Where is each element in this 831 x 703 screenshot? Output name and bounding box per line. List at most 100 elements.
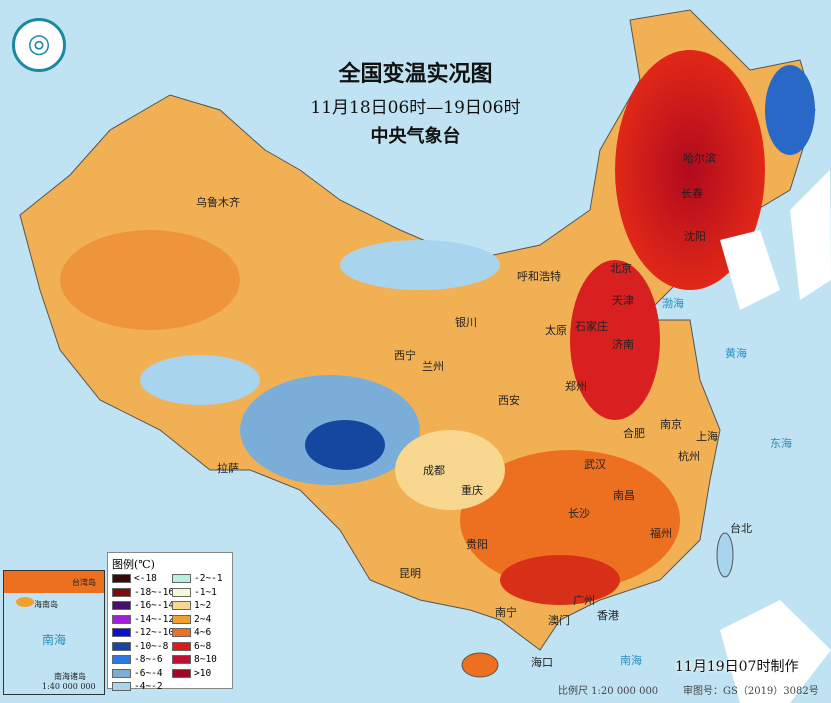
inset-hainan-label: 海南岛 xyxy=(34,600,58,609)
legend-label: -6~-4 xyxy=(134,667,163,679)
inset-title: 南海诸岛 xyxy=(54,672,86,681)
legend-label: 6~8 xyxy=(194,640,212,652)
city-label: 成都 xyxy=(423,464,445,477)
legend-item: -12~-10 xyxy=(112,627,174,638)
sea-label: 东海 xyxy=(770,437,792,450)
city-label: 长春 xyxy=(681,187,703,200)
legend-item: 1~2 xyxy=(172,600,211,611)
legend-item: <-18 xyxy=(112,573,157,584)
south-warm-region xyxy=(460,450,680,590)
legend-label: -18~-16 xyxy=(134,586,175,598)
legend-item: -18~-16 xyxy=(112,587,174,598)
legend-label: -14~-12 xyxy=(134,613,175,625)
legend-swatch xyxy=(112,682,131,691)
legend-label: -12~-10 xyxy=(134,627,175,638)
legend-swatch xyxy=(112,574,131,583)
city-label: 香港 xyxy=(597,609,619,622)
city-label: 杭州 xyxy=(678,450,700,463)
japan-landmass xyxy=(790,170,831,300)
xinjiang-warm-region xyxy=(60,230,240,330)
legend-label: <-18 xyxy=(134,573,157,584)
legend-swatch xyxy=(112,641,131,651)
legend-item: 6~8 xyxy=(172,641,211,652)
city-label: 北京 xyxy=(610,262,632,275)
korea-landmass xyxy=(720,230,780,310)
legend-swatch xyxy=(172,641,191,651)
northeast-warm-region xyxy=(615,50,765,290)
city-label: 石家庄 xyxy=(575,320,608,333)
legend-swatch xyxy=(112,614,131,624)
legend-swatch xyxy=(172,614,191,624)
city-label: 沈阳 xyxy=(684,230,706,243)
city-label: 兰州 xyxy=(422,360,444,373)
legend-swatch xyxy=(172,587,191,597)
sichuan-mild-region xyxy=(395,430,505,510)
city-label: 长沙 xyxy=(568,507,590,520)
hainan xyxy=(461,652,499,678)
city-label: 武汉 xyxy=(584,458,606,471)
legend-swatch xyxy=(112,601,131,610)
city-label: 福州 xyxy=(650,527,672,540)
city-label: 广州 xyxy=(573,594,595,607)
legend-item: -10~-8 xyxy=(112,641,168,652)
city-label: 合肥 xyxy=(623,427,645,440)
tibet-cold-core xyxy=(305,420,385,470)
legend-swatch xyxy=(172,601,191,610)
city-label: 郑州 xyxy=(565,380,587,393)
made-time: 11月19日07时制作 xyxy=(675,659,799,675)
legend-item: >10 xyxy=(172,668,211,679)
sea-label: 渤海 xyxy=(662,297,684,310)
north-china-warm-region xyxy=(570,260,660,420)
city-label: 上海 xyxy=(696,430,718,443)
city-label: 西宁 xyxy=(394,349,416,362)
legend-label: -1~1 xyxy=(194,586,217,598)
south-hot-region xyxy=(500,555,620,605)
west-cool-region xyxy=(140,355,260,405)
legend-title: 图例(℃) xyxy=(112,558,155,571)
legend-swatch xyxy=(112,628,131,637)
legend-item: -8~-6 xyxy=(112,654,163,665)
sea-label: 黄海 xyxy=(725,347,747,360)
sea-label: 南海 xyxy=(620,654,642,667)
legend-label: >10 xyxy=(194,667,212,679)
city-label: 拉萨 xyxy=(217,462,239,475)
map-approval-number: 审图号：GS（2019）3082号 xyxy=(683,686,819,697)
city-label: 昆明 xyxy=(399,567,421,580)
city-label: 澳门 xyxy=(548,614,570,627)
inset-hainan xyxy=(16,597,34,607)
legend-item: 2~4 xyxy=(172,614,211,625)
legend-swatch xyxy=(172,668,191,678)
city-label: 重庆 xyxy=(461,484,483,497)
legend-label: 2~4 xyxy=(194,613,212,625)
city-label: 贵阳 xyxy=(466,538,488,551)
legend-item: -16~-14 xyxy=(112,600,174,611)
south-china-sea-inset: 海南岛 台湾岛 南海 南海诸岛 1:40 000 000 xyxy=(3,570,105,695)
map-period: 11月18日06时—19日06时 xyxy=(310,98,521,118)
legend-item: -14~-12 xyxy=(112,614,174,625)
legend-item: 4~6 xyxy=(172,627,211,638)
legend-label: -8~-6 xyxy=(134,654,163,665)
north-cool-region xyxy=(340,240,500,290)
city-label: 哈尔滨 xyxy=(683,152,716,165)
legend-label: -2~-1 xyxy=(194,573,223,584)
city-label: 西安 xyxy=(498,394,520,407)
legend-swatch xyxy=(172,655,191,664)
city-label: 海口 xyxy=(531,656,553,669)
inset-mainland xyxy=(4,571,104,593)
legend-swatch xyxy=(172,628,191,637)
city-label: 南京 xyxy=(660,418,682,431)
city-label: 天津 xyxy=(612,294,634,307)
city-label: 太原 xyxy=(545,324,567,337)
legend-swatch xyxy=(112,655,131,664)
legend-item: 8~10 xyxy=(172,654,217,665)
city-label: 呼和浩特 xyxy=(517,270,561,283)
legend-label: 8~10 xyxy=(194,654,217,665)
legend-label: 4~6 xyxy=(194,627,212,638)
legend: 图例(℃) <-18 -18~-16 -16~-14 -14~-12 -12~-10 -1… xyxy=(107,552,233,692)
legend-swatch xyxy=(112,587,131,597)
philippines-landmass xyxy=(720,600,831,703)
map-agency: 中央气象台 xyxy=(370,126,461,147)
city-label: 南宁 xyxy=(495,606,517,619)
